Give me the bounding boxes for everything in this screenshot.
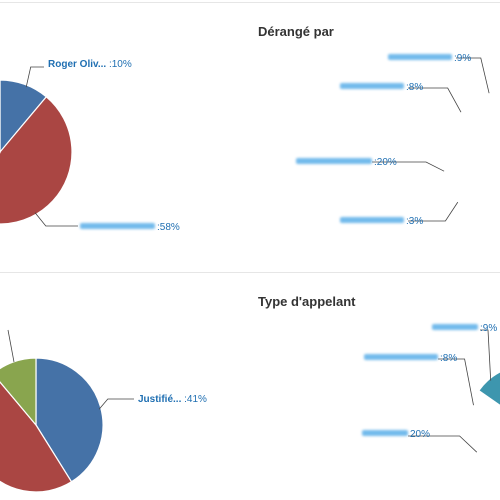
redacted-name [80, 223, 155, 229]
redacted-name [296, 158, 372, 164]
connector-line [7, 329, 15, 363]
data-label: :58% [157, 222, 180, 233]
redacted-name [364, 354, 438, 360]
pie-top-left: Roger Oliv... :10% :58% [0, 59, 180, 233]
data-label-value: :3% [406, 216, 423, 227]
data-label-value: :9% [480, 323, 497, 334]
data-label-value: :10% [109, 59, 132, 70]
redacted-name [432, 324, 478, 330]
data-label: Roger Oliv... :10% [48, 59, 132, 70]
connector-line [408, 435, 478, 453]
connector-line [408, 201, 459, 222]
data-label-value: :8% [440, 353, 457, 364]
data-label-value: :58% [157, 222, 180, 233]
data-label: :9% [454, 53, 471, 64]
redacted-name [340, 83, 404, 89]
chart-title-type-appelant: Type d'appelant [258, 294, 356, 309]
top-divider [0, 2, 500, 3]
data-label: 20% [410, 429, 430, 440]
connector-line [372, 161, 445, 172]
data-label: :8% [440, 353, 457, 364]
data-label-name: Justifié... [138, 394, 184, 405]
connector-line [25, 66, 44, 88]
redacted-name [388, 54, 452, 60]
connector-line [438, 358, 474, 406]
redacted-name [362, 430, 408, 436]
pie-slice [0, 95, 73, 225]
connector-line [408, 87, 462, 113]
connector-line [480, 329, 492, 381]
pie-slice [478, 371, 500, 407]
connector-line [456, 57, 490, 94]
data-label-value: :41% [184, 394, 207, 405]
pie-top-right: :9% :8% :20% :3% [296, 53, 490, 227]
pie-slice [0, 357, 37, 427]
connector-line [34, 212, 78, 227]
chart-title-derange-par: Dérangé par [258, 24, 334, 39]
connector-line [98, 398, 134, 410]
data-label-value: :8% [406, 82, 423, 93]
pie-bottom-left: Justifié... :41% [0, 357, 207, 493]
pie-slice [0, 381, 73, 493]
data-label-value: 20% [410, 429, 430, 440]
pie-bottom-right: :9% :8% 20% [362, 323, 500, 453]
data-label-name: Roger Oliv... [48, 59, 109, 70]
data-label: :3% [406, 216, 423, 227]
redacted-name [340, 217, 404, 223]
data-label: Justifié... :41% [138, 394, 207, 405]
data-label-value: :9% [454, 53, 471, 64]
data-label: :9% [480, 323, 497, 334]
middle-divider [0, 272, 500, 273]
data-label: :8% [406, 82, 423, 93]
data-label: :20% [374, 157, 397, 168]
data-label-value: :20% [374, 157, 397, 168]
